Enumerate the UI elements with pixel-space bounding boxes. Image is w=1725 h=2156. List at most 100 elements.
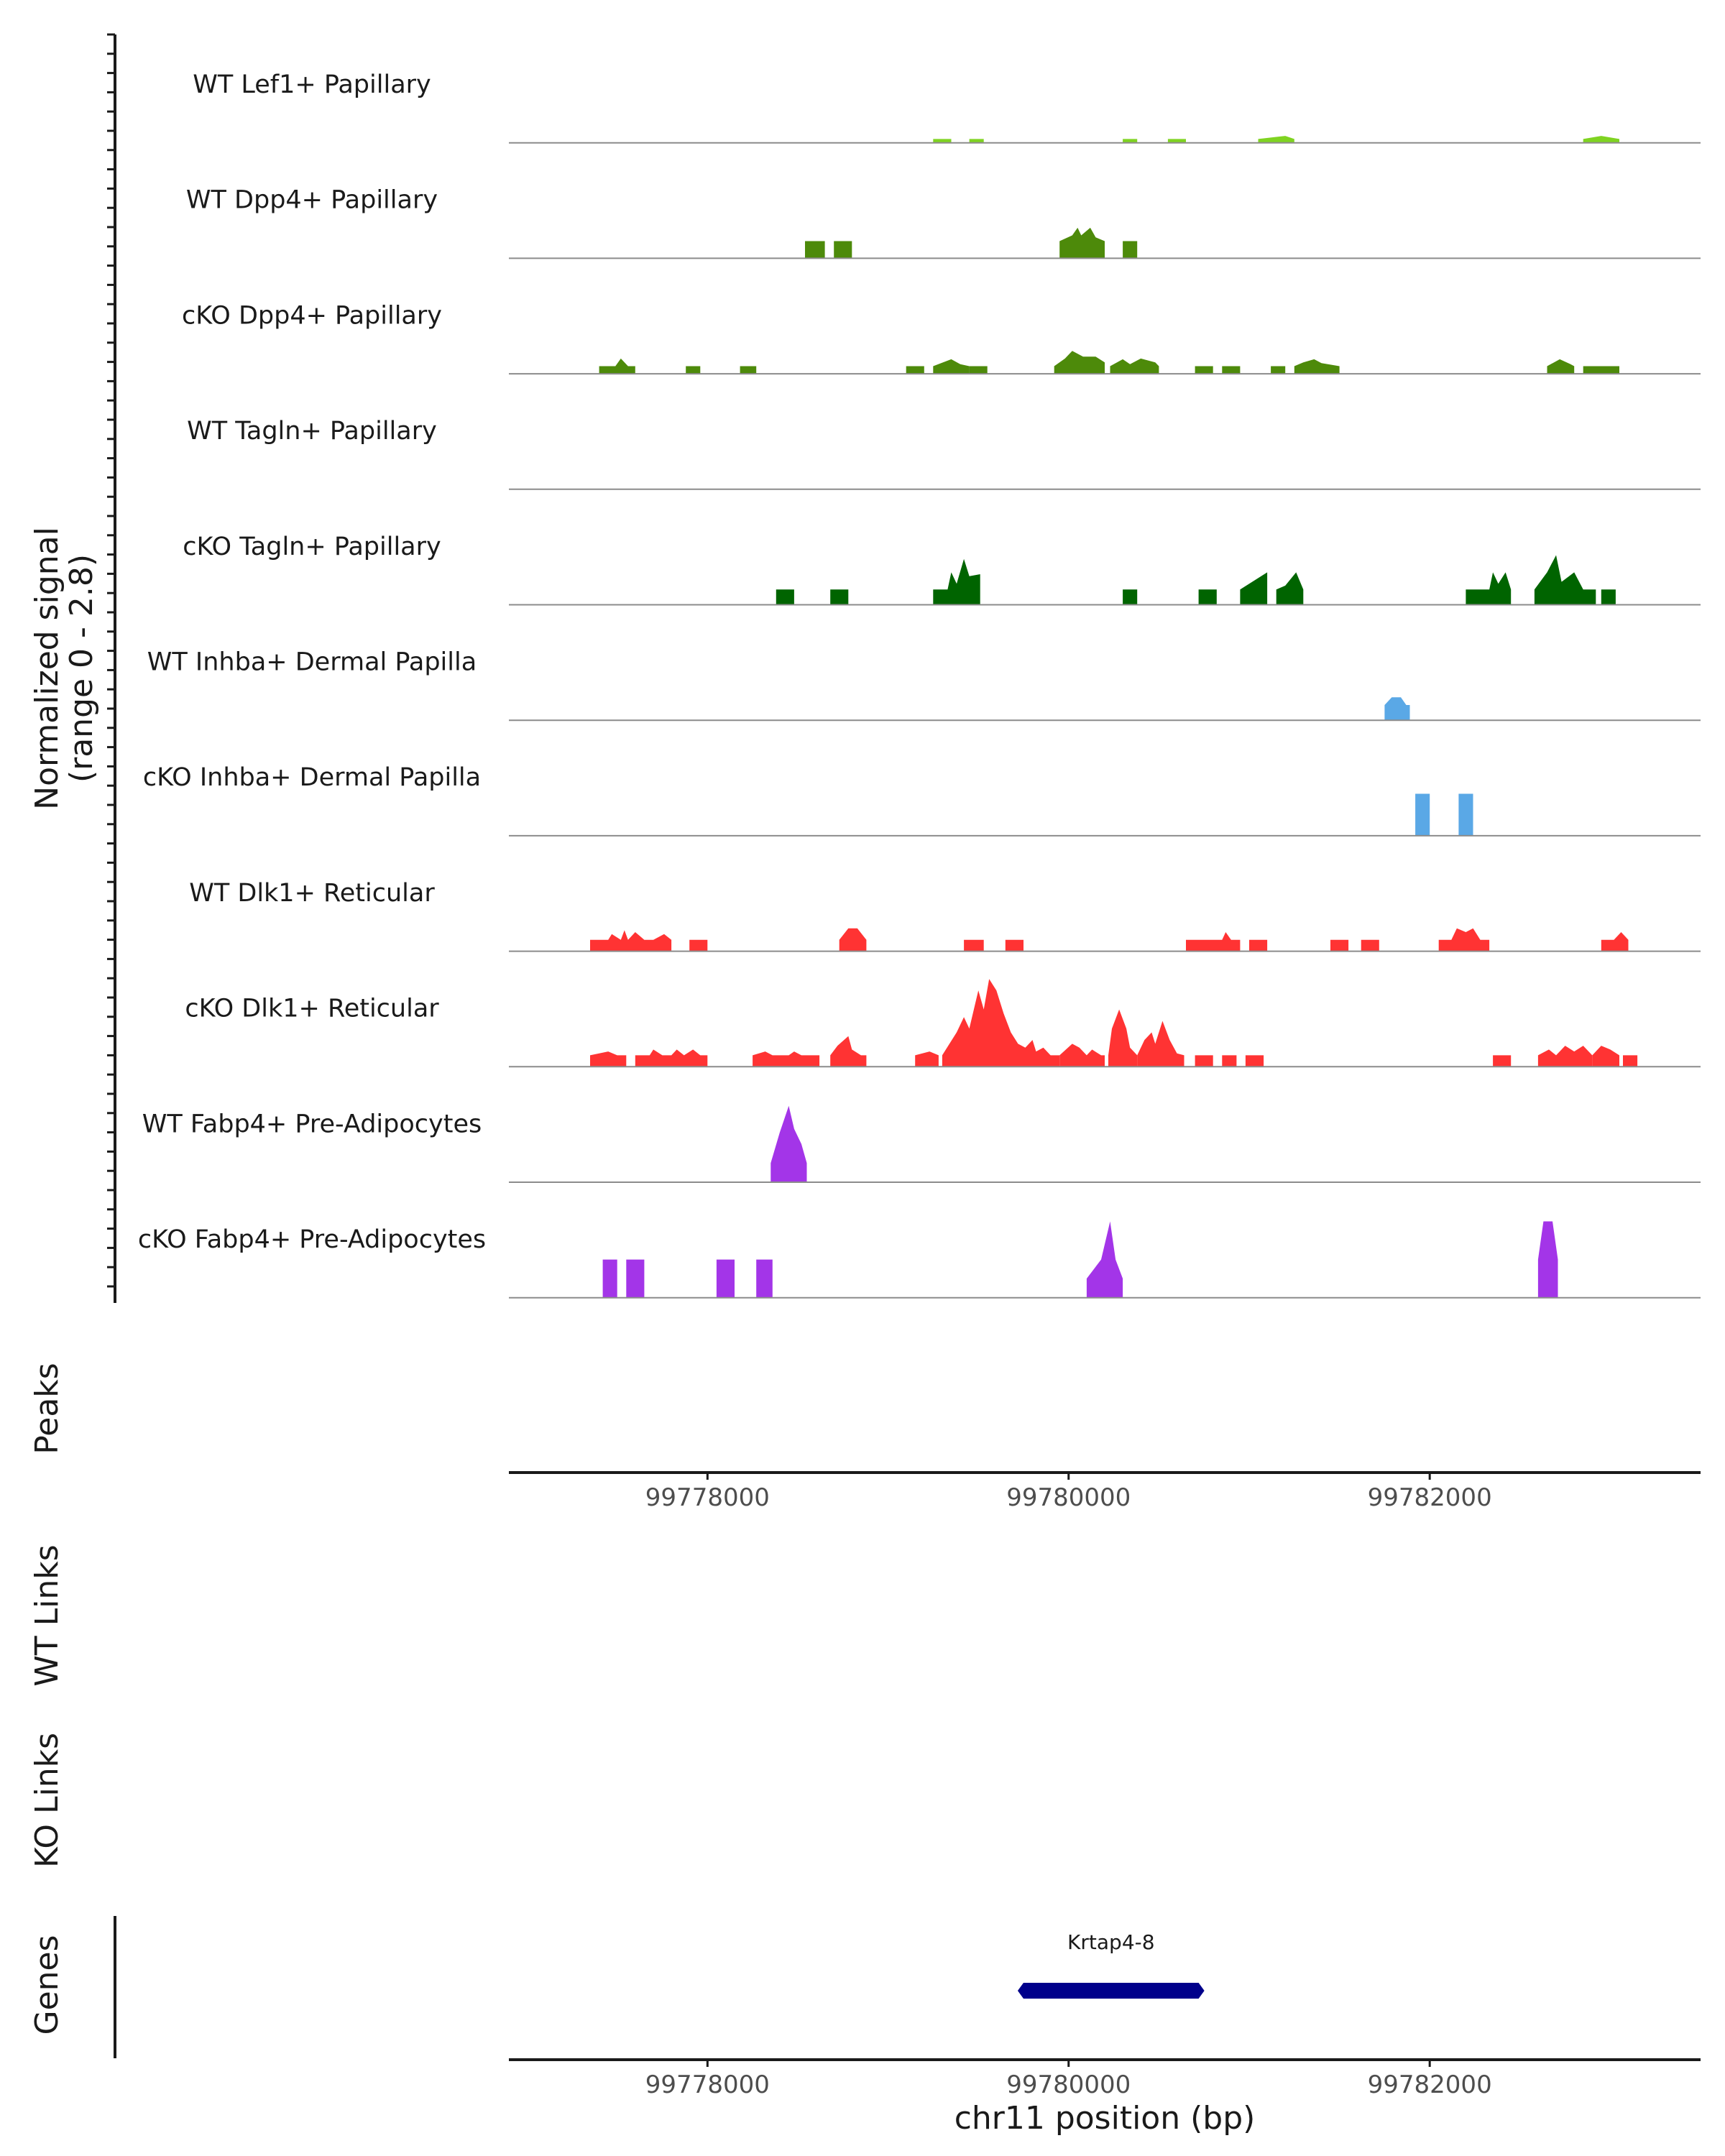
coverage-peak [1258,136,1294,143]
track-10 [509,1105,1701,1183]
coverage-peak [1186,932,1241,952]
coverage-peak [830,1036,867,1067]
coverage-peak [1330,939,1349,952]
track-6 [509,697,1701,722]
coverage-peak [1167,139,1186,143]
track-labels: WT Lef1+ Papillary WT Dpp4+ Papillary cKO … [138,70,486,1254]
track-label: WT Inhba+ Dermal Papilla [147,648,477,677]
coverage-peak [1601,932,1629,952]
coverage-peak [1537,1046,1593,1067]
coverage-peak [964,939,984,952]
coverage-peak [969,139,984,143]
coverage-peak [1294,359,1340,374]
track-label: WT Dlk1+ Reticular [189,879,435,908]
coverage-peak [1415,793,1430,836]
coverage-peak [770,1105,807,1182]
coverage-peak [1438,928,1490,952]
coverage-peak [686,366,701,374]
track-5 [509,555,1701,606]
coverage-peak [716,1259,735,1298]
gene-body [1017,1983,1205,1999]
coverage-peak [1198,589,1217,605]
coverage-peak [1466,572,1512,605]
gene-label: Krtap4-8 [1067,1930,1155,1954]
y-axis-title: Normalized signal [29,527,65,810]
coverage-peak [1601,589,1616,605]
x-tick-label: 99778000 [645,1483,770,1512]
coverage-peak [830,589,849,605]
track-label: cKO Dpp4+ Papillary [182,301,442,330]
coverage-peak [1493,1055,1512,1067]
x-tick-label: 99780000 [1006,2070,1131,2099]
track-label: cKO Tagln+ Papillary [183,533,441,561]
coverage-peak [1108,1009,1138,1067]
coverage-peak [805,241,825,259]
x-tick-label: 99782000 [1368,1483,1492,1512]
coverage-y-ticks [107,33,115,1288]
x-axis-title: chr11 position (bp) [954,2100,1256,2137]
coverage-peak [1137,1021,1184,1067]
coverage-peak [740,366,757,374]
coverage-peak [1240,572,1268,605]
coverage-peak [1458,793,1473,836]
coverage-peak [1623,1055,1638,1067]
coverage-peak [1222,1055,1237,1067]
gene-annotations: Krtap4-8 [1017,1930,1205,1999]
coverage-peak [1054,351,1105,374]
coverage-peak [1222,366,1241,374]
track-3 [509,351,1701,375]
coverage-peak [1195,366,1213,374]
coverage-peak [969,366,988,374]
coverage-peak [1059,1044,1105,1067]
coverage-peak [1361,939,1379,952]
coverage-peak [942,979,1060,1067]
coverage-peak [1547,359,1575,374]
coverage-peak [1534,555,1596,605]
coverage-peak [1249,939,1268,952]
coverage-peak [1110,358,1159,374]
coverage-peak [590,930,672,952]
coverage-peak [602,1259,617,1298]
track-2 [509,227,1701,259]
coverage-peak [1086,1221,1123,1298]
coverage-peak [1005,939,1024,952]
coverage-peak [753,1051,820,1067]
x-tick-label: 99780000 [1006,1483,1131,1512]
coverage-peak [1276,572,1304,605]
coverage-peak [1123,241,1138,259]
track-label: WT Lef1+ Papillary [193,70,431,99]
peaks-panel-label: Peaks [29,1363,65,1454]
coverage-peak [599,358,635,374]
track-9 [509,979,1701,1068]
track-label: WT Dpp4+ Papillary [186,186,438,215]
coverage-tracks [509,136,1701,1299]
track-label: cKO Dlk1+ Reticular [185,995,439,1023]
coverage-peak [1537,1221,1558,1298]
x-tick-label: 99778000 [645,2070,770,2099]
coverage-peak [1059,227,1105,259]
peaks-x-ticks: 99778000 99780000 99782000 [645,1473,1492,1512]
x-tick-label: 99782000 [1368,2070,1492,2099]
coverage-peak [1583,366,1619,374]
coverage-peak [1592,1046,1619,1067]
coverage-peak [906,366,924,374]
track-11 [509,1221,1701,1299]
coverage-peak [1384,697,1410,721]
coverage-peak [689,939,708,952]
y-axis-range: (range 0 - 2.8) [63,554,100,783]
coverage-peak [839,928,867,952]
track-label: cKO Inhba+ Dermal Papilla [143,763,481,792]
coverage-peak [590,1051,627,1067]
coverage-peak [933,139,952,143]
track-label: WT Fabp4+ Pre-Adipocytes [142,1110,482,1138]
coverage-peak [933,558,980,605]
coverage-peak [1195,1055,1213,1067]
track-1 [509,136,1701,144]
track-label: cKO Fabp4+ Pre-Adipocytes [138,1225,486,1254]
coverage-peak [834,241,852,259]
genes-panel-label: Genes [29,1935,65,2035]
wt-links-panel-label: WT Links [29,1544,65,1686]
coverage-peak [1123,139,1138,143]
coverage-peak [776,589,794,605]
